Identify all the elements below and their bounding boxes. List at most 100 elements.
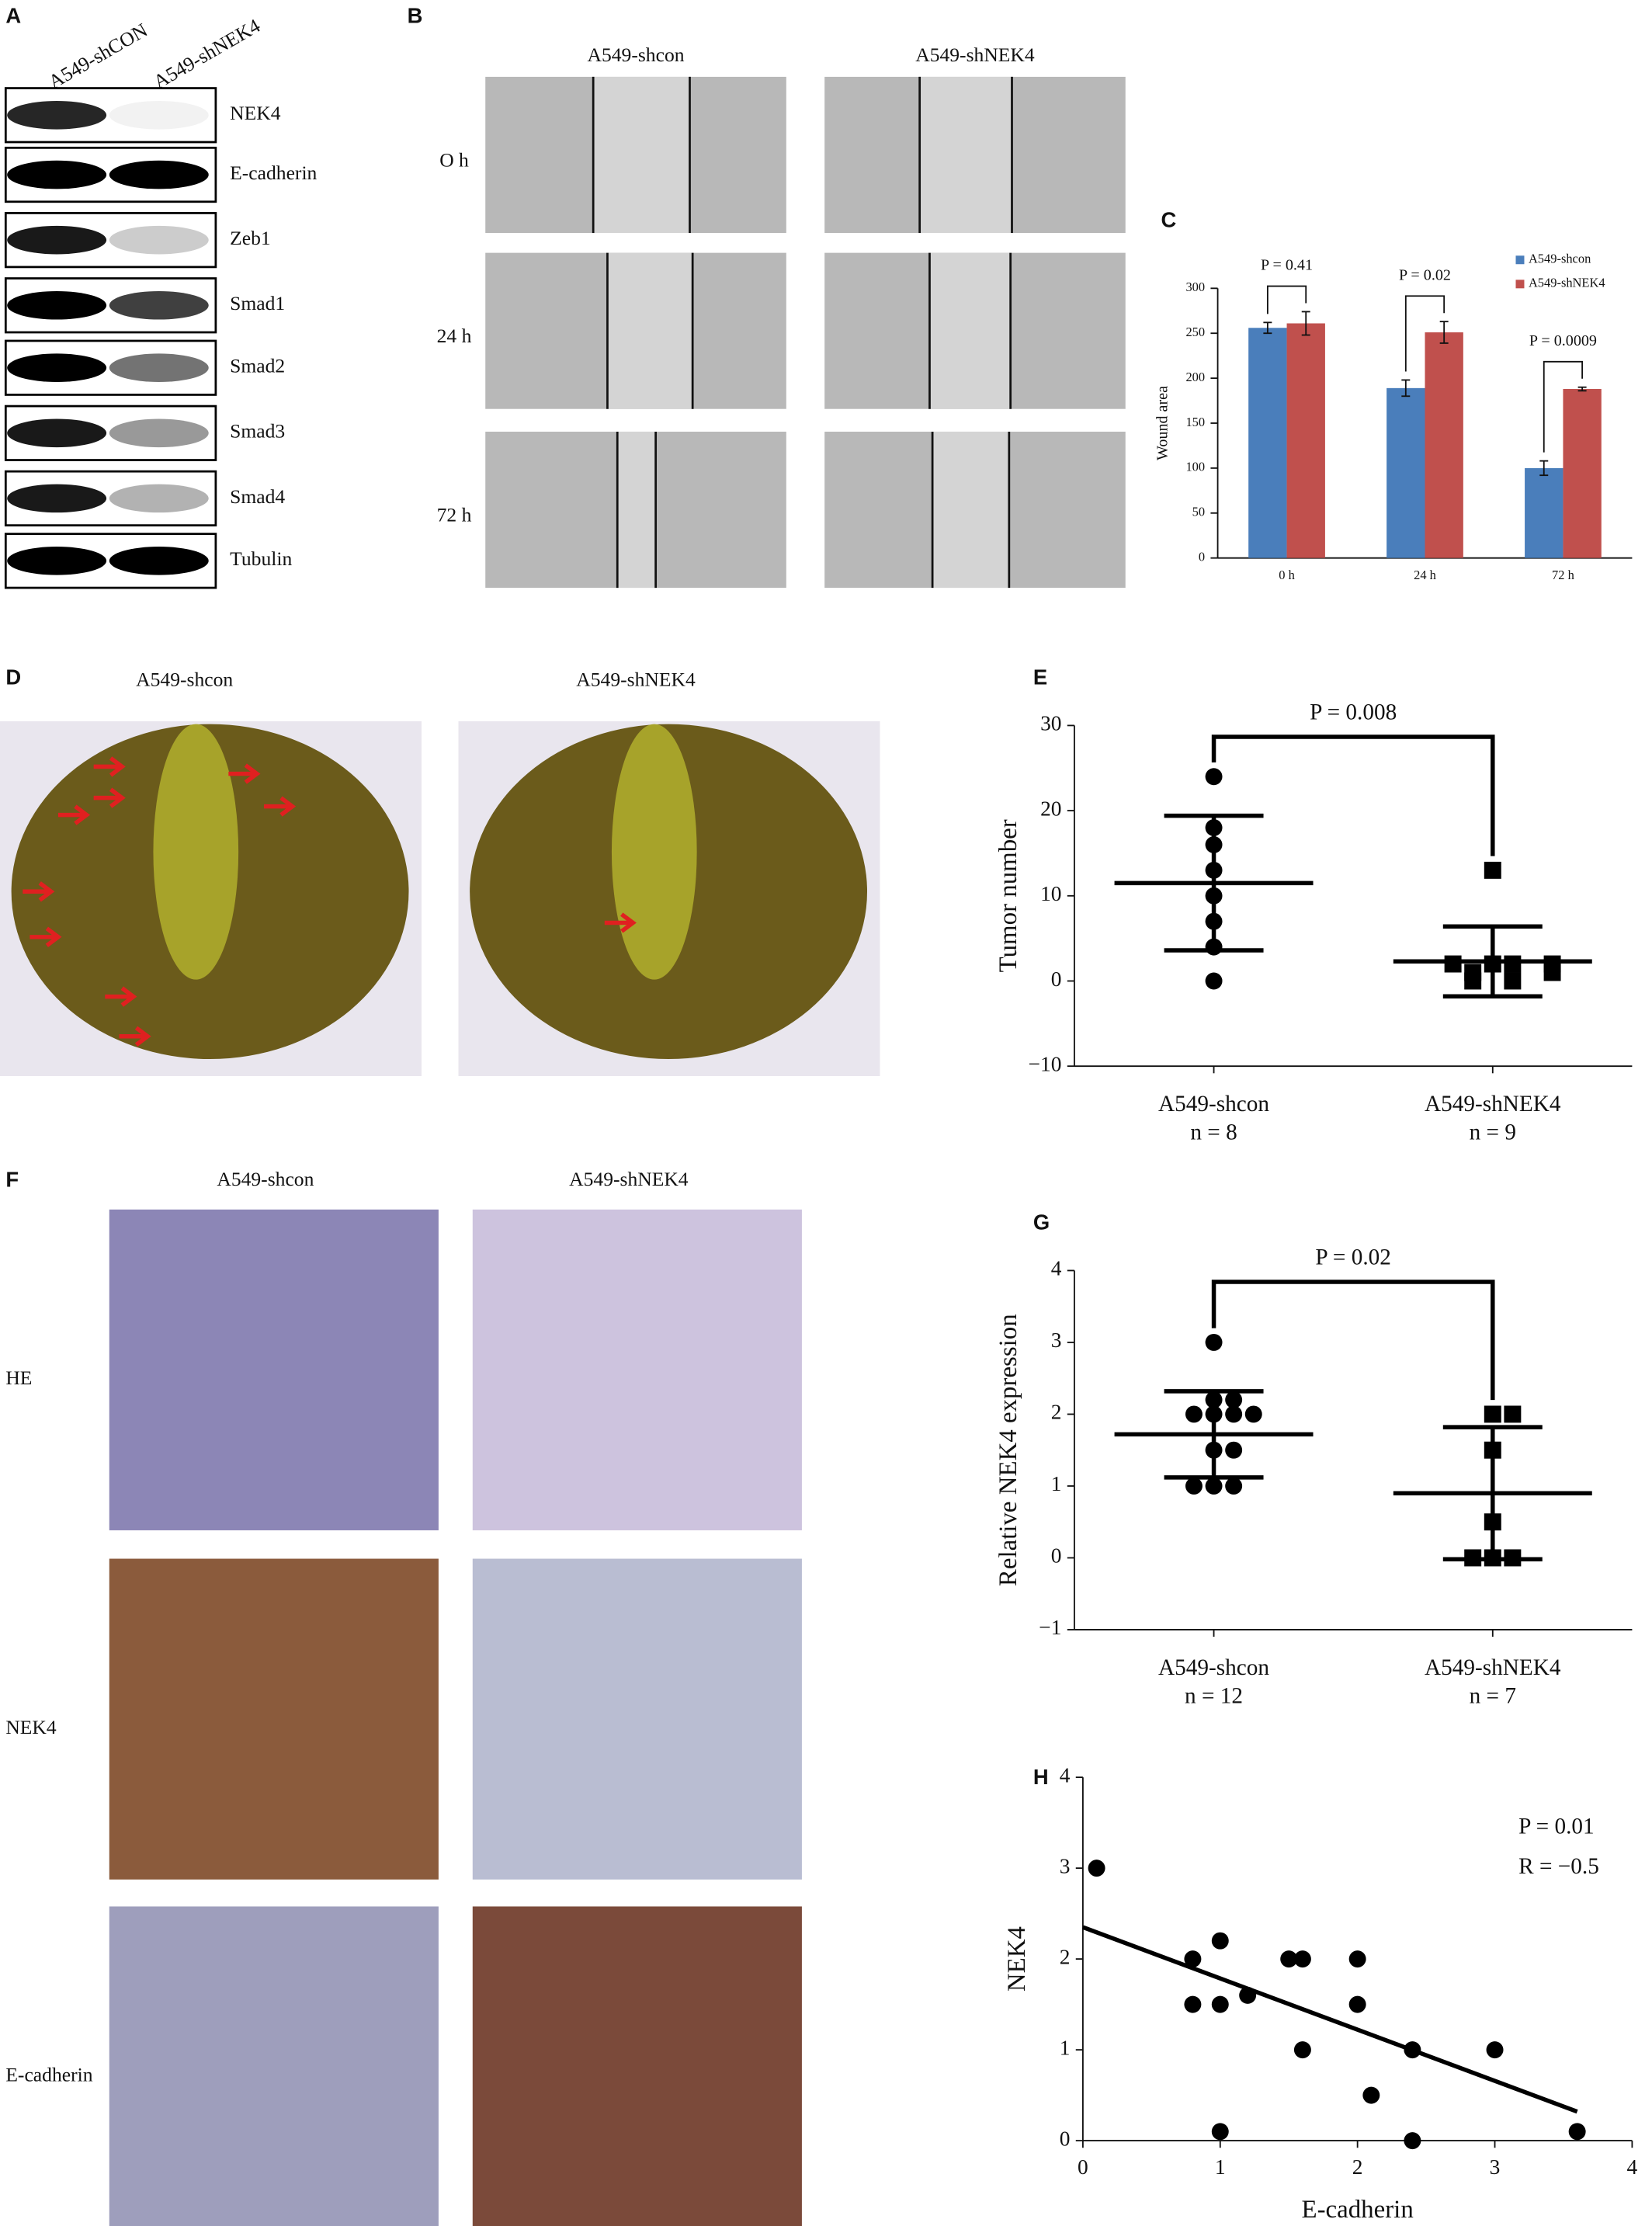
y-tick-label: 2 [1051, 1401, 1062, 1424]
blot-label: Smad1 [230, 292, 285, 314]
arrow [93, 787, 126, 808]
x-tick-label: 3 [1490, 2155, 1501, 2179]
point [1205, 972, 1223, 990]
legend-swatch [1515, 255, 1525, 265]
y-tick-label: 0 [1199, 549, 1205, 564]
point [1543, 955, 1561, 973]
arrow [228, 763, 261, 784]
blot-band [7, 225, 107, 255]
x-tick-label: A549-shcon [1158, 1655, 1269, 1680]
blot-band [7, 353, 107, 382]
point [1293, 1950, 1311, 1968]
n-label: n = 7 [1470, 1683, 1516, 1708]
wound-gap [929, 252, 1011, 409]
blot-band [109, 418, 209, 448]
blot-band [7, 290, 107, 320]
blot-band [7, 547, 107, 575]
lung-core [153, 724, 239, 980]
blot-band [109, 225, 209, 255]
point [1225, 1477, 1243, 1495]
bar [1525, 467, 1564, 558]
y-tick-label: −10 [1029, 1052, 1062, 1075]
blot-label: Smad4 [230, 485, 285, 508]
panel-letter: F [5, 1168, 19, 1192]
bar [1248, 328, 1287, 558]
bar [1563, 389, 1602, 558]
point [1293, 2041, 1311, 2059]
point [1444, 955, 1462, 973]
blot-band [7, 484, 107, 513]
row-label: 72 h [437, 504, 472, 526]
micrograph [109, 1906, 439, 2226]
point [1464, 972, 1482, 990]
n-label: n = 9 [1470, 1120, 1516, 1145]
x-tick-label: A549-shNEK4 [1425, 1655, 1561, 1680]
y-tick-label: 0 [1060, 2127, 1071, 2150]
x-tick-label: 0 [1078, 2155, 1088, 2179]
wound-gap [607, 252, 693, 409]
point [1225, 1441, 1243, 1459]
y-tick-label: 1 [1051, 1472, 1062, 1495]
panel-letter: H [1033, 1765, 1049, 1789]
point [1568, 2123, 1586, 2141]
blot-band [109, 101, 209, 130]
y-tick-label: 250 [1185, 325, 1205, 339]
y-tick-label: 0 [1051, 1544, 1062, 1568]
arrow [604, 912, 637, 933]
panel-letter: C [1161, 208, 1176, 232]
bracket [1266, 285, 1307, 314]
x-tick-label: 2 [1352, 2155, 1363, 2179]
column-label: A549-shNEK4 [569, 1168, 689, 1190]
blot-band [7, 101, 107, 130]
blot-band [7, 160, 107, 189]
point [1484, 1405, 1501, 1423]
bracket [1543, 360, 1584, 453]
wound-gap [617, 431, 656, 589]
lung-core [611, 724, 697, 980]
y-tick-label: 3 [1060, 1854, 1071, 1877]
point [1184, 1950, 1202, 1968]
n-label: n = 8 [1190, 1120, 1237, 1145]
blot-label: Smad3 [230, 420, 285, 443]
blot-label: Tubulin [230, 547, 292, 570]
arrow [105, 986, 137, 1007]
y-tick-label: 1 [1060, 2036, 1071, 2059]
point [1244, 1405, 1262, 1423]
point [1504, 955, 1522, 973]
blot-label: Smad2 [230, 355, 285, 377]
y-axis-label: Relative NEK4 expression [994, 1314, 1022, 1586]
row-label: HE [5, 1367, 32, 1389]
panel-letter: A [5, 3, 21, 27]
arrow [57, 804, 91, 825]
panel-letter: B [408, 3, 423, 27]
y-tick-label: 20 [1040, 797, 1061, 820]
blot-band [109, 353, 209, 382]
point [1484, 861, 1501, 879]
point [1348, 1995, 1366, 2013]
blot-label: E-cadherin [230, 161, 317, 184]
y-tick-label: 0 [1051, 967, 1062, 991]
column-label: A549-shcon [588, 43, 685, 66]
y-axis-label: Wound area [1154, 386, 1171, 460]
panel-letter: E [1033, 665, 1047, 689]
bracket [1404, 295, 1446, 372]
x-tick-label: 1 [1215, 2155, 1226, 2179]
y-tick-label: 4 [1051, 1257, 1062, 1280]
legend-swatch [1515, 280, 1525, 289]
point [1205, 1477, 1223, 1495]
y-tick-label: 50 [1192, 505, 1205, 519]
micrograph [472, 1558, 802, 1880]
x-tick-label: A549-shcon [1158, 1092, 1269, 1116]
y-tick-label: 30 [1040, 712, 1061, 735]
y-tick-label: 200 [1185, 370, 1205, 384]
point [1404, 2132, 1421, 2150]
bar [1286, 323, 1325, 558]
blot-label: NEK4 [230, 102, 281, 124]
column-label: A549-shcon [136, 668, 233, 691]
micrograph [472, 1209, 802, 1530]
bar [1386, 387, 1425, 558]
point [1211, 2123, 1229, 2141]
micrograph [472, 1906, 802, 2226]
arrow [30, 926, 62, 947]
